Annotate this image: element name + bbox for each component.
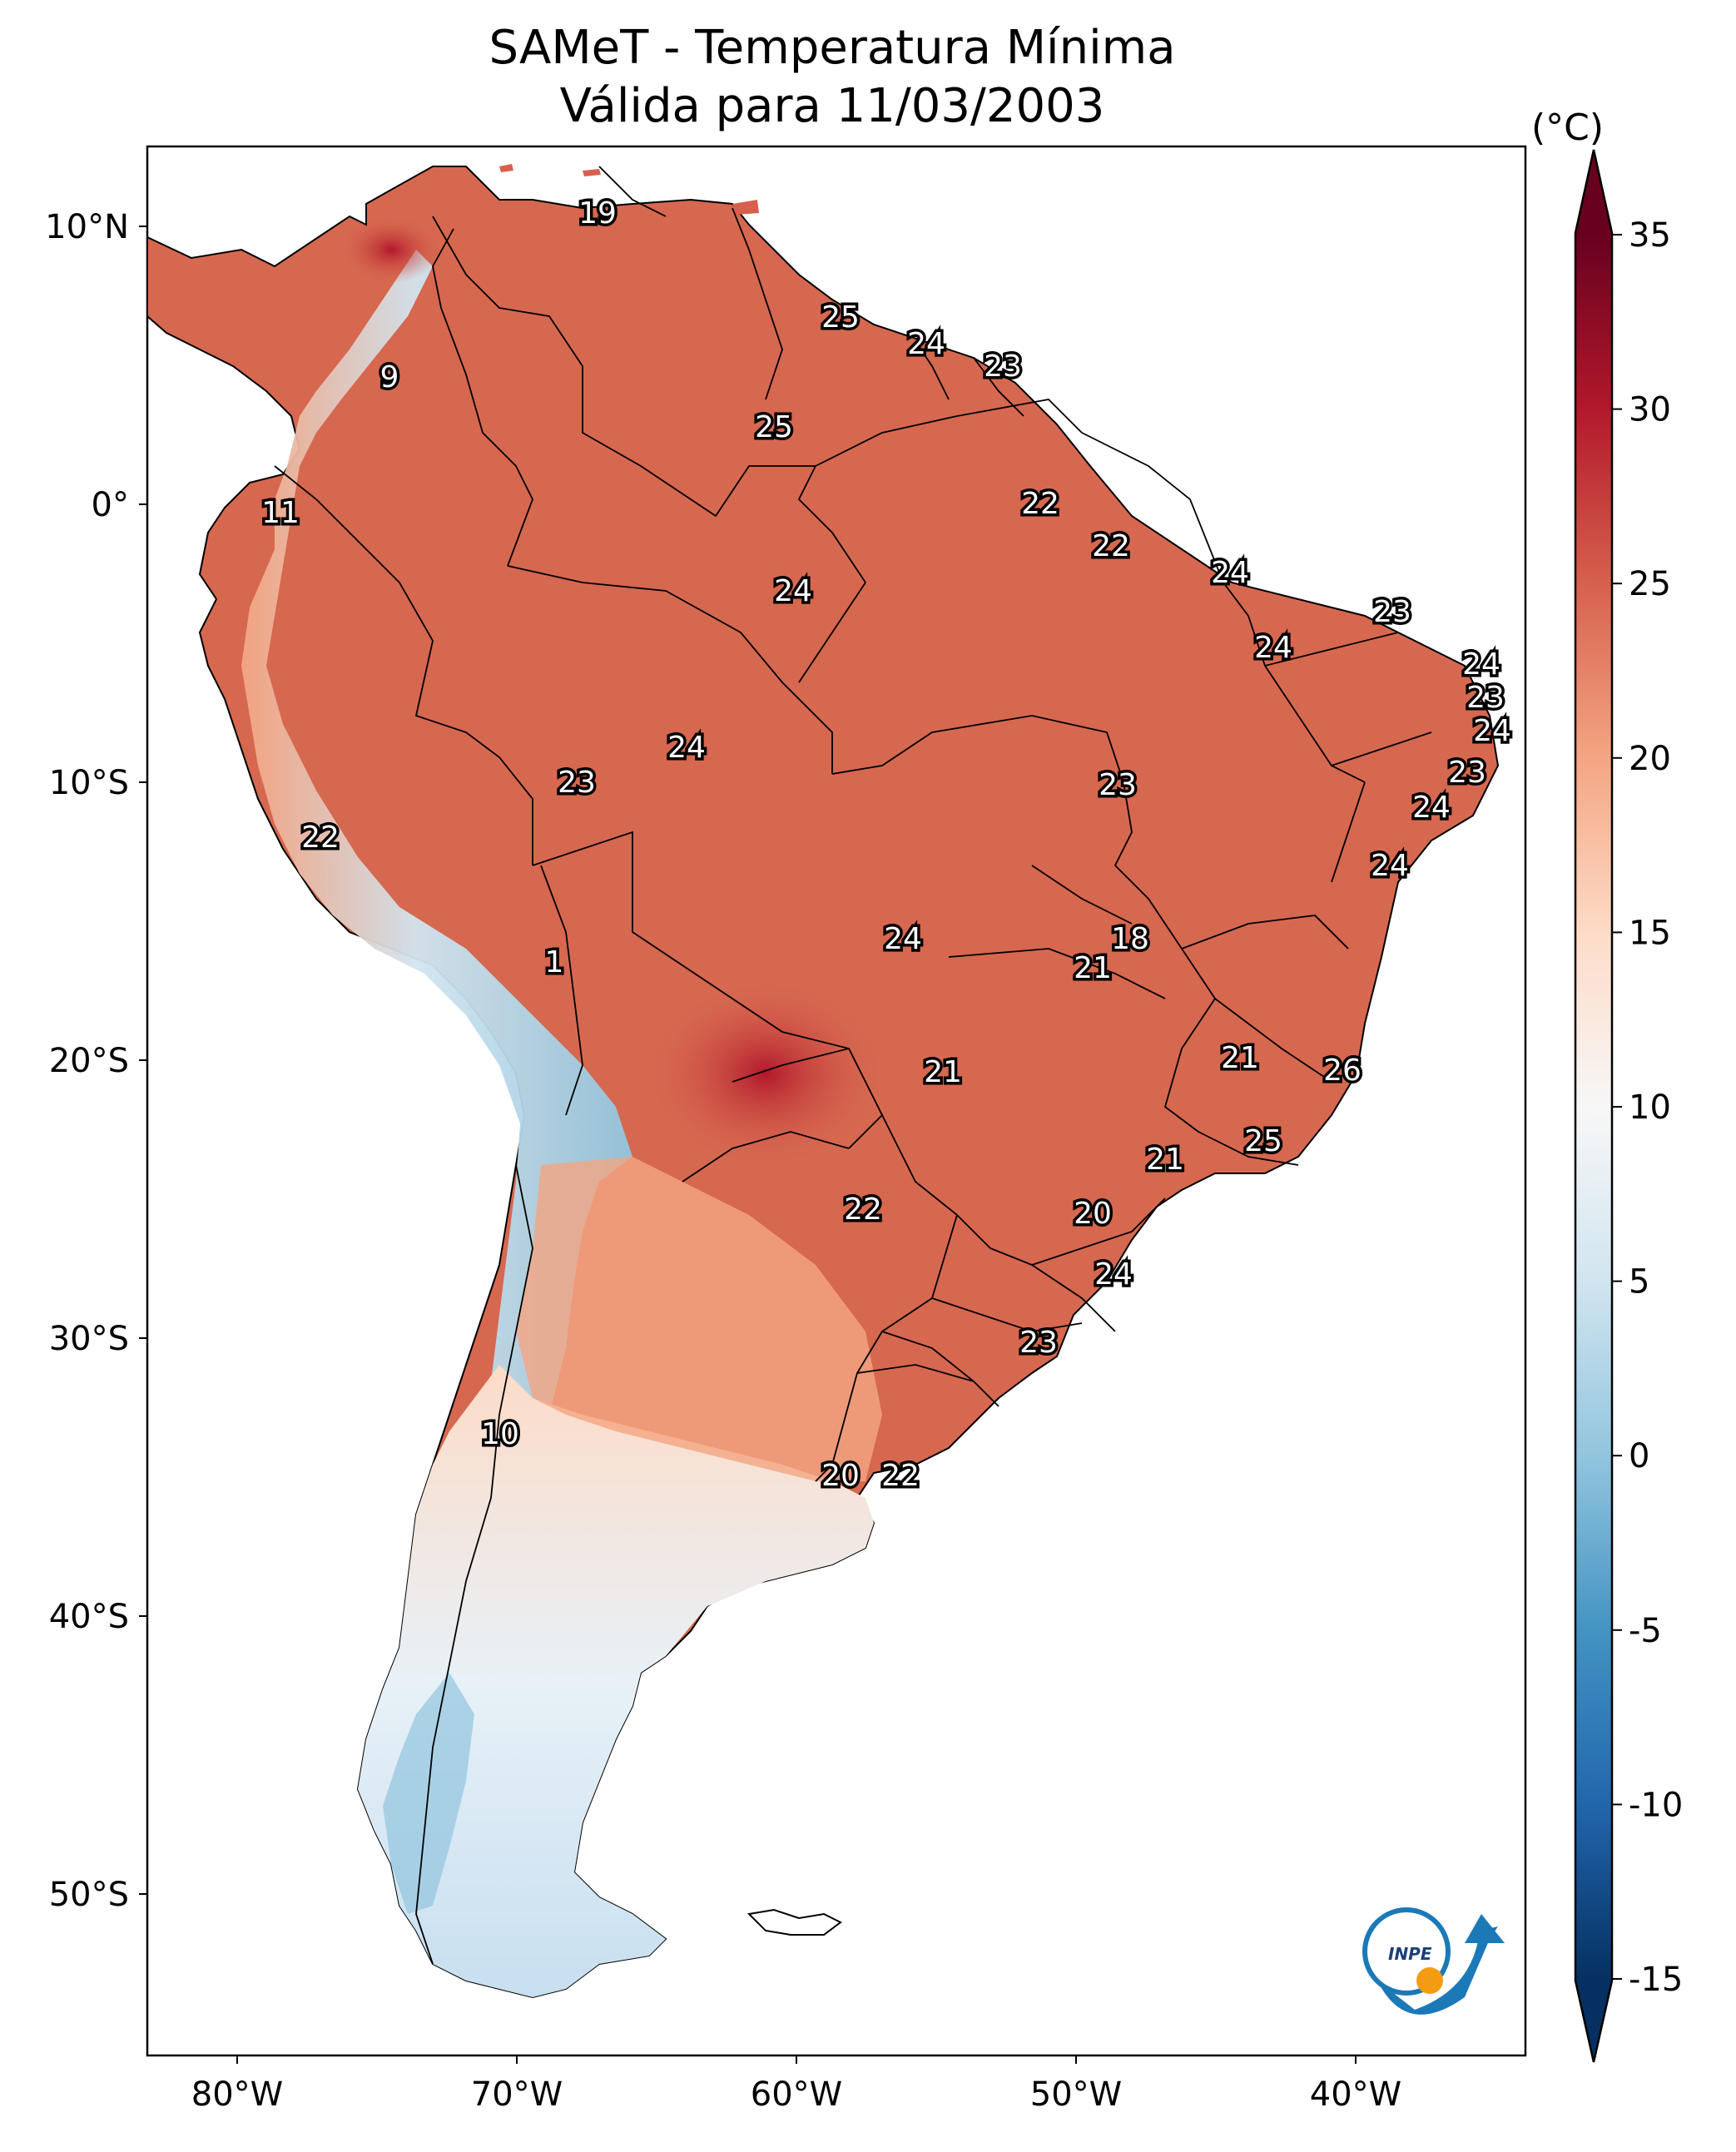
station-value: 24 (1412, 791, 1451, 825)
station-value: 21 (1074, 951, 1112, 985)
station-value: 25 (821, 300, 860, 335)
logo-text: INPE (1388, 1944, 1432, 1964)
lat-label: 10°N (45, 208, 129, 246)
station-value: 10 (481, 1417, 519, 1451)
station-value: 21 (1221, 1041, 1259, 1075)
station-value: 25 (755, 410, 793, 444)
lon-axis: 80°W 70°W 60°W 50°W 40°W (191, 2055, 1401, 2114)
station-value: 20 (1074, 1197, 1112, 1231)
colorbar-top-arrow (1575, 150, 1612, 233)
colorbar-tick-label: 25 (1629, 565, 1671, 603)
colorbar-tick-label: 15 (1629, 914, 1671, 952)
station-value: 24 (907, 327, 945, 361)
lat-label: 20°S (49, 1042, 129, 1080)
lon-label: 40°W (1310, 2075, 1401, 2114)
colorbar-tick-label: -15 (1629, 1961, 1683, 1999)
pampas-warm-zone (516, 1157, 882, 1481)
station-value: 22 (301, 821, 340, 855)
lon-label: 80°W (191, 2075, 283, 2114)
station-value: 22 (1092, 529, 1130, 563)
lat-axis: 10°N 0° 10°S 20°S 30°S 40°S 50°S (45, 208, 147, 1914)
colorbar-ticks: 35 30 25 20 15 10 5 0 -5 -10 -15 (1612, 216, 1683, 1999)
station-value: 22 (881, 1459, 920, 1493)
logo-dot-icon (1416, 1967, 1443, 1994)
station-value: 24 (1462, 647, 1500, 682)
station-value: 23 (1099, 768, 1137, 802)
station-value: 23 (984, 350, 1022, 384)
colorbar-tick-label: 35 (1629, 216, 1671, 255)
station-value: 24 (1094, 1257, 1133, 1292)
station-value: 22 (844, 1193, 882, 1227)
station-value: 11 (261, 496, 300, 530)
colorbar-tick-label: 5 (1629, 1263, 1649, 1302)
lon-label: 60°W (751, 2075, 842, 2114)
lon-label: 70°W (471, 2075, 563, 2114)
lat-label: 0° (92, 486, 129, 524)
patagonia-cool-zone (358, 1365, 874, 1997)
station-value: 23 (1019, 1326, 1058, 1360)
station-value: 9 (380, 360, 399, 394)
logo-ring-icon (1362, 1907, 1451, 1996)
colorbar: 35 30 25 20 15 10 5 0 -5 -10 -15 (1574, 149, 1683, 2063)
lat-label: 10°S (49, 764, 129, 802)
logo-arrow-icon (1465, 1914, 1505, 1943)
lat-label: 40°S (49, 1598, 129, 1636)
colorbar-body (1575, 233, 1612, 1981)
colorbar-tick-label: -5 (1629, 1612, 1662, 1650)
station-value: 18 (1111, 922, 1149, 956)
station-value: 24 (1254, 631, 1292, 665)
colorbar-unit: (°C) (1531, 107, 1605, 149)
station-value: 22 (1021, 487, 1059, 521)
station-values: 19 25 24 23 9 25 11 22 22 24 24 23 24 24… (259, 194, 1515, 1496)
station-value: 23 (1373, 595, 1411, 629)
station-value: 24 (1371, 849, 1409, 883)
lon-label: 50°W (1030, 2075, 1122, 2114)
station-value: 21 (1146, 1143, 1184, 1177)
colorbar-bottom-arrow (1575, 1981, 1612, 2062)
colorbar-tick-label: 10 (1629, 1088, 1671, 1127)
colorbar-tick-label: 0 (1629, 1437, 1649, 1475)
station-value: 23 (558, 766, 596, 800)
station-value: 21 (924, 1055, 962, 1089)
map-subtitle: Válida para 11/03/2003 (559, 79, 1105, 133)
station-value: 24 (774, 574, 812, 608)
station-value: 20 (821, 1459, 860, 1493)
station-value: 23 (1448, 756, 1486, 790)
station-value: 19 (578, 196, 617, 231)
colorbar-tick-label: 20 (1629, 740, 1671, 778)
colorbar-outline (1574, 149, 1614, 2063)
chaco-hotspot (649, 982, 882, 1165)
station-value: 23 (1466, 681, 1505, 715)
land-layer (147, 164, 1500, 1999)
station-value: 26 (1323, 1054, 1362, 1088)
colombia-hotspot (341, 216, 441, 283)
lat-label: 30°S (49, 1320, 129, 1358)
inpe-logo: INPE (1362, 1907, 1505, 2015)
colorbar-tick-label: 30 (1629, 391, 1671, 429)
station-value: 24 (1211, 556, 1249, 590)
colorbar-tick-label: -10 (1629, 1786, 1683, 1824)
station-value: 24 (884, 922, 922, 956)
station-value: 1 (545, 945, 564, 979)
political-borders (274, 166, 1432, 1965)
map-title: SAMeT - Temperatura Mínima (489, 21, 1176, 75)
station-value: 25 (1244, 1124, 1282, 1158)
station-value: 24 (667, 731, 706, 765)
station-value: 24 (1473, 714, 1511, 748)
lat-label: 50°S (49, 1876, 129, 1914)
falkland-islands (746, 1908, 842, 1936)
